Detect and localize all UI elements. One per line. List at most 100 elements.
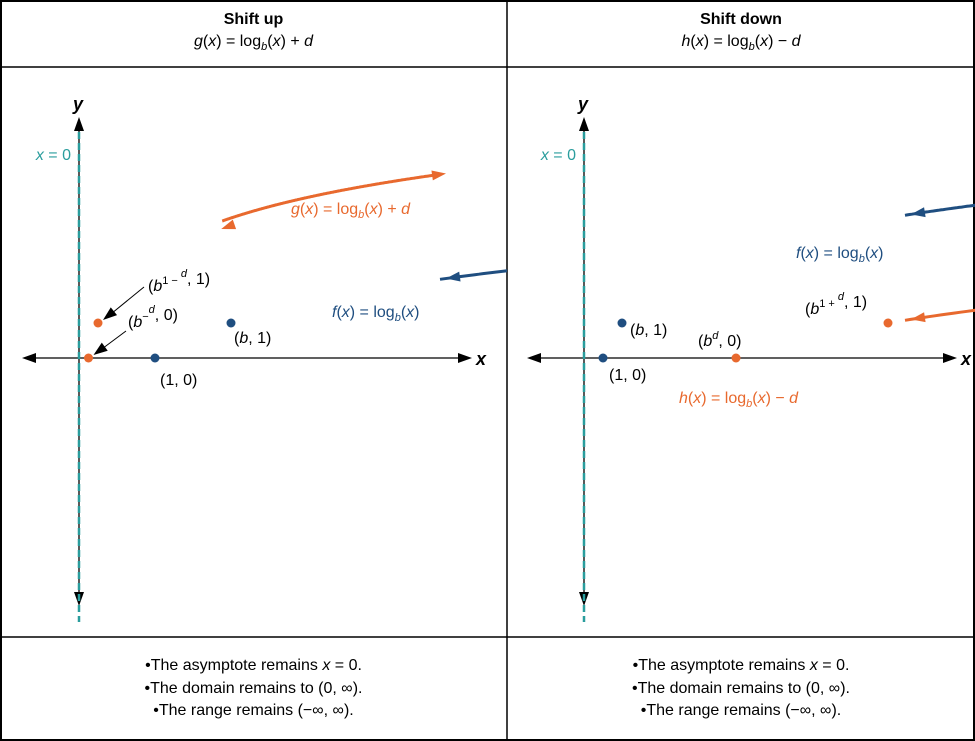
text-segment: x: [35, 147, 45, 164]
text-segment: (: [300, 201, 306, 218]
y-axis-label: y: [72, 94, 84, 114]
text-segment: d: [789, 390, 799, 407]
text-segment: (: [148, 278, 154, 295]
text-segment: x: [341, 304, 351, 321]
x-axis-arrow-icon: [458, 353, 472, 363]
text-segment: ) +: [280, 33, 305, 50]
text-segment: (: [202, 33, 209, 50]
text-segment: b: [395, 312, 401, 324]
text-segment: x: [272, 33, 281, 50]
y-axis-arrow-icon: [74, 117, 84, 131]
text-segment: x: [805, 245, 815, 262]
text-segment: (: [267, 33, 273, 50]
text-segment: •The range remains (−∞, ∞).: [640, 702, 842, 719]
text-segment: x: [760, 33, 769, 50]
text-segment: g: [193, 33, 203, 50]
point-marker: [617, 318, 627, 328]
text-segment: ) −: [766, 390, 790, 407]
curve-shifted-arrow-icon: [911, 312, 926, 323]
text-segment: d: [712, 330, 719, 342]
text-segment: (: [754, 33, 761, 50]
text-segment: x: [369, 201, 379, 218]
text-segment: (: [752, 390, 758, 407]
text-segment: b: [153, 278, 162, 295]
point-label: (b−d, 0): [128, 304, 178, 331]
x-axis-arrow-icon: [22, 353, 36, 363]
text-segment: •The asymptote remains: [145, 657, 323, 674]
curve-original-arrow-icon: [911, 207, 926, 218]
point-label: (b, 1): [630, 322, 667, 339]
shifted-function-label: h(x) = logb(x) − d: [679, 390, 799, 410]
text-segment: , 1): [644, 322, 667, 339]
point-marker: [226, 318, 236, 328]
text-segment: d: [838, 291, 845, 303]
header-shift-down: Shift down h(x) = logb(x) − d: [507, 0, 975, 67]
text-segment: x: [304, 201, 314, 218]
original-function-label: f(x) = logb(x): [332, 304, 419, 324]
text-segment: ) +: [378, 201, 402, 218]
text-segment: d: [181, 268, 188, 280]
text-segment: 1 −: [162, 275, 181, 287]
bullet: •The asymptote remains x = 0.: [0, 655, 507, 678]
text-segment: = 0.: [330, 657, 362, 674]
text-segment: (: [401, 304, 407, 321]
text-segment: •The asymptote remains: [632, 657, 810, 674]
graph-shift-down: xyx = 0h(x) = logb(x) − df(x) = logb(x)(…: [527, 94, 975, 622]
text-segment: ) = log: [350, 304, 395, 321]
point-marker: [93, 318, 103, 328]
text-segment: (1, 0): [160, 372, 197, 389]
header-shift-up: Shift up g(x) = logb(x) + d: [0, 0, 507, 67]
text-segment: 1 +: [819, 298, 838, 310]
text-segment: b: [810, 301, 819, 318]
text-segment: (: [865, 245, 871, 262]
text-segment: (: [364, 201, 370, 218]
column-formula: g(x) = logb(x) + d: [0, 31, 507, 58]
text-segment: ) = log: [703, 33, 749, 50]
bullet: •The asymptote remains x = 0.: [507, 655, 975, 678]
text-segment: •The range remains (−∞, ∞).: [153, 702, 354, 719]
graph-shift-up: xyx = 0g(x) = logb(x) + df(x) = logb(x)(…: [22, 94, 507, 622]
bullet: •The range remains (−∞, ∞).: [0, 700, 507, 723]
text-segment: (: [128, 314, 134, 331]
text-segment: (: [688, 390, 694, 407]
curve-shifted-arrow-icon: [221, 219, 237, 230]
text-segment: (: [234, 330, 240, 347]
bullet: •The domain remains to (0, ∞).: [0, 678, 507, 701]
point-label: (b1 − d, 1): [148, 268, 210, 295]
text-segment: ) = log: [313, 201, 358, 218]
text-segment: d: [304, 33, 314, 50]
point-label: (1, 0): [609, 367, 646, 384]
text-segment: x: [540, 147, 550, 164]
text-segment: d: [401, 201, 411, 218]
text-segment: b: [358, 209, 364, 221]
point-label: (b, 1): [234, 330, 271, 347]
text-segment: , 1): [187, 271, 210, 288]
text-segment: b: [748, 41, 755, 54]
curve-shifted: [904, 308, 975, 322]
text-segment: (1, 0): [609, 367, 646, 384]
text-segment: b: [746, 398, 752, 410]
text-segment: (: [698, 333, 704, 350]
text-segment: x: [809, 657, 818, 674]
point-marker: [598, 353, 608, 363]
text-segment: , 0): [718, 333, 741, 350]
text-segment: d: [791, 33, 801, 50]
text-segment: (: [800, 245, 806, 262]
x-axis-label: x: [960, 349, 972, 369]
column-formula: h(x) = logb(x) − d: [507, 31, 975, 58]
text-segment: g: [291, 201, 300, 218]
text-segment: ) −: [768, 33, 792, 50]
text-segment: x: [757, 390, 767, 407]
text-segment: f: [332, 304, 338, 321]
text-segment: ) = log: [814, 245, 859, 262]
text-segment: d: [149, 304, 156, 316]
text-segment: b: [703, 333, 712, 350]
x-axis-label: x: [475, 349, 487, 369]
text-segment: b: [261, 41, 268, 54]
text-segment: = 0: [44, 147, 71, 164]
text-segment: = 0: [549, 147, 576, 164]
text-segment: x: [208, 33, 217, 50]
y-axis-arrow-icon: [579, 117, 589, 131]
bullet: •The range remains (−∞, ∞).: [507, 700, 975, 723]
text-segment: x: [692, 390, 702, 407]
